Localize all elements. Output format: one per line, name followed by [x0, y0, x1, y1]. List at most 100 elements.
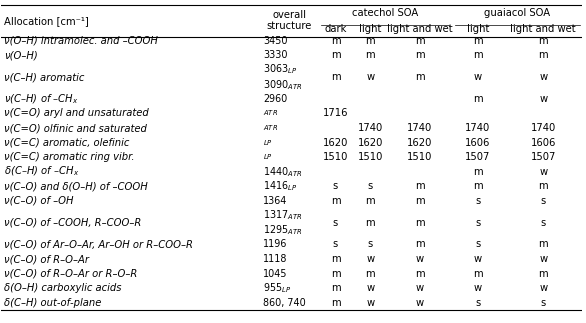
Text: guaiacol SOA: guaiacol SOA [484, 8, 550, 17]
Text: 1716: 1716 [323, 109, 348, 119]
Text: 1045: 1045 [263, 269, 287, 278]
Text: 1507: 1507 [465, 152, 490, 162]
Text: m: m [331, 196, 340, 206]
Text: w: w [539, 167, 547, 177]
Text: w: w [366, 283, 374, 293]
Text: s: s [333, 218, 338, 228]
Text: m: m [366, 218, 375, 228]
Text: 1416$_{LP}$: 1416$_{LP}$ [263, 179, 297, 193]
Text: w: w [415, 298, 424, 308]
Text: w: w [539, 254, 547, 264]
Text: s: s [333, 181, 338, 191]
Text: ν(C=C) aromatic, olefinic: ν(C=C) aromatic, olefinic [4, 138, 130, 148]
Text: overall
structure: overall structure [266, 10, 312, 31]
Text: light: light [359, 24, 381, 34]
Text: s: s [541, 298, 546, 308]
Text: m: m [415, 269, 425, 278]
Text: 3330: 3330 [263, 50, 287, 60]
Text: m: m [331, 283, 340, 293]
Text: m: m [366, 269, 375, 278]
Text: 1364: 1364 [263, 196, 287, 206]
Text: 1740: 1740 [465, 123, 490, 133]
Text: ν(C=O) aryl and unsaturated: ν(C=O) aryl and unsaturated [4, 109, 149, 119]
Text: s: s [541, 218, 546, 228]
Text: m: m [366, 196, 375, 206]
Text: 1606: 1606 [530, 138, 556, 148]
Text: ν(C–H) aromatic: ν(C–H) aromatic [4, 72, 84, 82]
Text: m: m [473, 50, 483, 60]
Text: w: w [415, 254, 424, 264]
Text: ν(C=C) aromatic ring vibr.: ν(C=C) aromatic ring vibr. [4, 152, 135, 162]
Text: 1196: 1196 [263, 239, 287, 249]
Text: ν(C–O) and δ(O–H) of –COOH: ν(C–O) and δ(O–H) of –COOH [4, 181, 148, 191]
Text: w: w [366, 72, 374, 82]
Text: m: m [331, 269, 340, 278]
Text: m: m [415, 196, 425, 206]
Text: 955$_{LP}$: 955$_{LP}$ [263, 281, 291, 295]
Text: w: w [539, 94, 547, 104]
Text: 3450: 3450 [263, 36, 287, 46]
Text: 1510: 1510 [323, 152, 348, 162]
Text: ν(C=O) olfinic and saturated: ν(C=O) olfinic and saturated [4, 123, 147, 133]
Text: m: m [331, 50, 340, 60]
Text: m: m [473, 36, 483, 46]
Text: 1620: 1620 [407, 138, 432, 148]
Text: m: m [539, 181, 548, 191]
Text: m: m [473, 181, 483, 191]
Text: m: m [473, 94, 483, 104]
Text: ν(O–H): ν(O–H) [4, 50, 38, 60]
Text: light: light [466, 24, 489, 34]
Text: m: m [331, 72, 340, 82]
Text: δ(C–H) of –CH$_x$: δ(C–H) of –CH$_x$ [4, 165, 80, 179]
Text: m: m [366, 50, 375, 60]
Text: 1440$_{ATR}$: 1440$_{ATR}$ [263, 165, 302, 179]
Text: m: m [366, 36, 375, 46]
Text: 1507: 1507 [530, 152, 556, 162]
Text: s: s [368, 239, 373, 249]
Text: w: w [366, 298, 374, 308]
Text: w: w [415, 283, 424, 293]
Text: w: w [539, 72, 547, 82]
Text: δ(O–H) carboxylic acids: δ(O–H) carboxylic acids [4, 283, 122, 293]
Text: m: m [331, 298, 340, 308]
Text: m: m [539, 36, 548, 46]
Text: 1118: 1118 [263, 254, 287, 264]
Text: 860, 740: 860, 740 [263, 298, 306, 308]
Text: m: m [415, 239, 425, 249]
Text: s: s [475, 218, 481, 228]
Text: m: m [331, 254, 340, 264]
Text: $_{ATR}$: $_{ATR}$ [263, 109, 278, 119]
Text: w: w [539, 283, 547, 293]
Text: m: m [539, 239, 548, 249]
Text: w: w [474, 254, 482, 264]
Text: δ(C–H) out-of-plane: δ(C–H) out-of-plane [4, 298, 101, 308]
Text: $_{ATR}$: $_{ATR}$ [263, 123, 278, 133]
Text: 1620: 1620 [357, 138, 383, 148]
Text: light and wet: light and wet [387, 24, 452, 34]
Text: light and wet: light and wet [510, 24, 576, 34]
Text: Allocation [cm⁻¹]: Allocation [cm⁻¹] [4, 16, 89, 26]
Text: s: s [475, 196, 481, 206]
Text: m: m [473, 167, 483, 177]
Text: ν(C–O) of R–O–Ar: ν(C–O) of R–O–Ar [4, 254, 89, 264]
Text: ν(C–H) of –CH$_x$: ν(C–H) of –CH$_x$ [4, 92, 79, 106]
Text: m: m [539, 269, 548, 278]
Text: catechol SOA: catechol SOA [352, 8, 418, 17]
Text: m: m [415, 36, 425, 46]
Text: ν(C–O) of R–O–Ar or R–O–R: ν(C–O) of R–O–Ar or R–O–R [4, 269, 138, 278]
Text: m: m [473, 269, 483, 278]
Text: 1317$_{ATR}$
1295$_{ATR}$: 1317$_{ATR}$ 1295$_{ATR}$ [263, 208, 302, 237]
Text: w: w [474, 72, 482, 82]
Text: m: m [415, 181, 425, 191]
Text: $_{LP}$: $_{LP}$ [263, 152, 273, 162]
Text: $_{LP}$: $_{LP}$ [263, 138, 273, 148]
Text: m: m [539, 50, 548, 60]
Text: 3063$_{LP}$
3090$_{ATR}$: 3063$_{LP}$ 3090$_{ATR}$ [263, 62, 302, 92]
Text: s: s [333, 239, 338, 249]
Text: ν(C–O) of Ar–O–Ar, Ar–OH or R–COO–R: ν(C–O) of Ar–O–Ar, Ar–OH or R–COO–R [4, 239, 193, 249]
Text: dark: dark [324, 24, 347, 34]
Text: ν(O–H) intramolec. and –COOH: ν(O–H) intramolec. and –COOH [4, 36, 158, 46]
Text: s: s [475, 239, 481, 249]
Text: 1606: 1606 [465, 138, 490, 148]
Text: 2960: 2960 [263, 94, 287, 104]
